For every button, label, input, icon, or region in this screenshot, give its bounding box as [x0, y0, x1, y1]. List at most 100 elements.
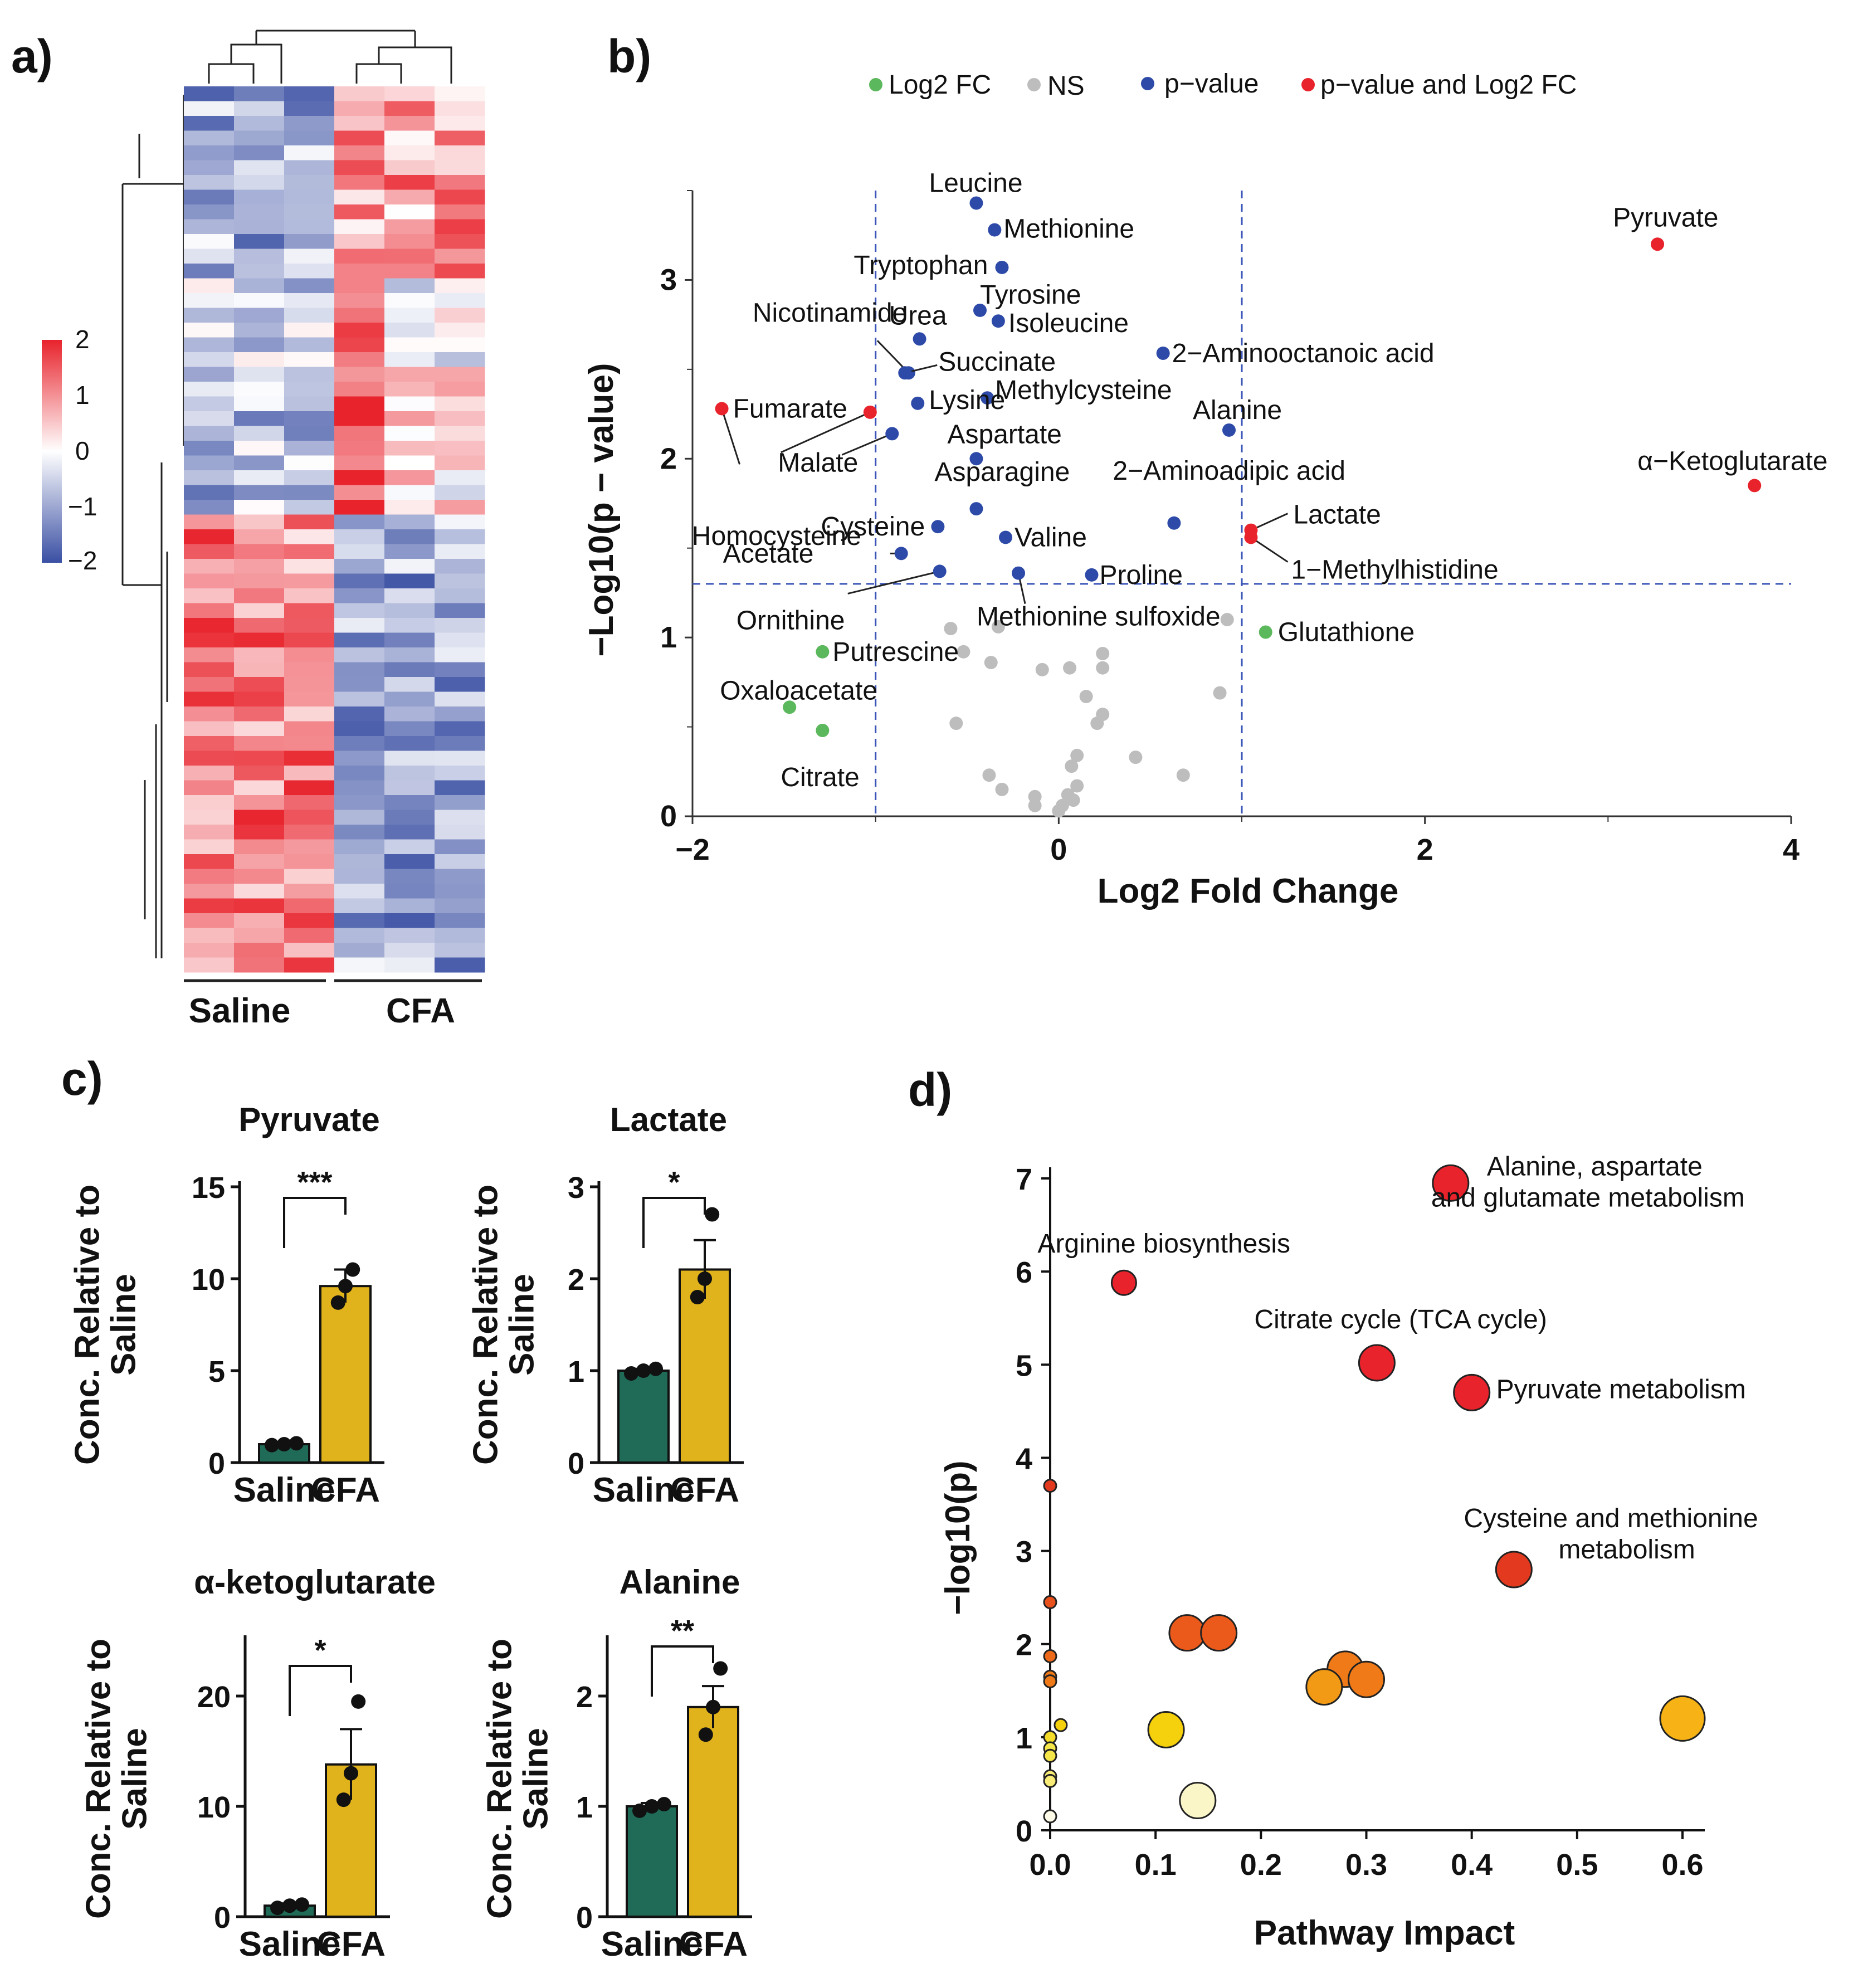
significance-marker: * [314, 1634, 326, 1667]
bar-data-point [282, 1898, 297, 1913]
heatmap-cell [184, 943, 235, 958]
heatmap-cell [334, 101, 385, 116]
bar-data-point [698, 1271, 712, 1286]
bar-y-tick-label: 10 [192, 1263, 225, 1297]
bar-y-axis-title: Conc. Relative toSaline [69, 1185, 143, 1465]
heatmap-cell [384, 234, 435, 249]
bubble-point [1043, 1773, 1057, 1788]
panel-b-label: b) [607, 30, 651, 82]
heatmap-cell [184, 839, 235, 855]
heatmap-cell [284, 455, 335, 471]
bar-y-axis-title-line: Conc. Relative to [69, 1185, 107, 1465]
heatmap-cell [284, 957, 335, 973]
bar-category-label: Saline [601, 1925, 703, 1963]
heatmap-cell [234, 323, 285, 338]
bar-data-point [345, 1262, 360, 1277]
heatmap-cell [334, 795, 385, 810]
volcano-point-ns [1052, 804, 1066, 818]
bar-y-axis-title: Conc. Relative toSaline [481, 1639, 555, 1919]
heatmap-cell [435, 884, 485, 899]
legend-marker-fc [869, 78, 882, 91]
heatmap-cell [234, 706, 285, 722]
heatmap-cell [334, 116, 385, 131]
heatmap-cell [384, 101, 435, 116]
heatmap-cell [435, 603, 485, 618]
bar-data-point [657, 1797, 671, 1812]
bar-y-tick-label: 10 [197, 1791, 231, 1824]
heatmap-cell [334, 825, 385, 840]
volcano-point [1167, 516, 1181, 530]
heatmap-cell [384, 854, 435, 869]
bar-y-tick-label: 1 [568, 1355, 584, 1388]
heatmap-cell [184, 411, 235, 426]
volcano-point-label: Asparagine [934, 457, 1070, 487]
bubble-point [1200, 1614, 1238, 1652]
heatmap-cell [184, 514, 235, 530]
heatmap-cell [284, 160, 335, 176]
volcano-x-axis-title: Log2 Fold Change [1098, 872, 1399, 910]
heatmap-cell [334, 662, 385, 678]
heatmap-cell [435, 529, 485, 544]
volcano-leader-line [1250, 513, 1289, 531]
heatmap-cell [435, 411, 485, 426]
volcano-point-ns [1035, 662, 1049, 676]
bubble-point-label: Pyruvate metabolism [1496, 1375, 1746, 1404]
heatmap-cell [384, 323, 435, 338]
heatmap-cell [234, 382, 285, 397]
heatmap-cell [435, 160, 485, 176]
heatmap-cell [435, 751, 485, 766]
heatmap-cell [284, 219, 335, 235]
bar-data-point [648, 1361, 663, 1376]
heatmap-cell [384, 264, 435, 279]
panel-a-label: a) [11, 30, 53, 82]
legend-label-both: p−value and Log2 FC [1320, 70, 1577, 100]
heatmap-cell [435, 854, 485, 869]
heatmap-cell [184, 618, 235, 633]
volcano-point-label: Tryptophan [854, 251, 988, 280]
heatmap-cell [234, 337, 285, 353]
heatmap-cell [284, 396, 335, 412]
heatmap-cell [384, 573, 435, 589]
volcano-point-ns [1063, 661, 1077, 675]
volcano-point [1259, 625, 1272, 639]
heatmap-cell [384, 514, 435, 530]
heatmap-cell [334, 441, 385, 456]
heatmap-cell [384, 810, 435, 825]
heatmap-cell [234, 913, 285, 928]
bubble-point [1043, 1595, 1057, 1609]
heatmap-cell [334, 485, 385, 500]
bar-data-point [636, 1363, 651, 1378]
volcano-point [898, 366, 912, 380]
heatmap-cell [334, 898, 385, 914]
heatmap-cell [334, 677, 385, 692]
bar-y-axis-title-line: Saline [517, 1728, 555, 1830]
heatmap-cell [384, 957, 435, 973]
heatmap-cell [234, 352, 285, 367]
volcano-point-ns [949, 717, 963, 730]
heatmap-cell [234, 101, 285, 116]
heatmap-cell [284, 264, 335, 279]
heatmap-cell [284, 677, 335, 692]
bar-y-tick-label: 0 [568, 1447, 584, 1480]
volcano-point [913, 332, 926, 346]
heatmap-cell [184, 780, 235, 796]
bar-data-point [270, 1901, 285, 1916]
volcano-point-label: Valine [1015, 523, 1087, 552]
bubble-point [1043, 1809, 1057, 1824]
heatmap-cell [384, 647, 435, 662]
heatmap-cell [234, 559, 285, 574]
heatmap-cell [384, 632, 435, 648]
bar-y-tick-label: 0 [576, 1901, 593, 1935]
volcano-point-label: Aspartate [947, 420, 1061, 449]
bubble-point-label: Arginine biosynthesis [1037, 1229, 1290, 1259]
heatmap-column-dendrogram [208, 30, 452, 84]
bar-data-point [338, 1279, 353, 1294]
heatmap-cell [384, 869, 435, 884]
heatmap-cell [234, 264, 285, 279]
heatmap-cell [384, 913, 435, 928]
heatmap-cell [435, 869, 485, 884]
bar-data-point [351, 1694, 366, 1709]
volcano-point-label: Tyrosine [980, 280, 1081, 310]
heatmap-cell [234, 810, 285, 825]
heatmap-cell [184, 352, 235, 367]
